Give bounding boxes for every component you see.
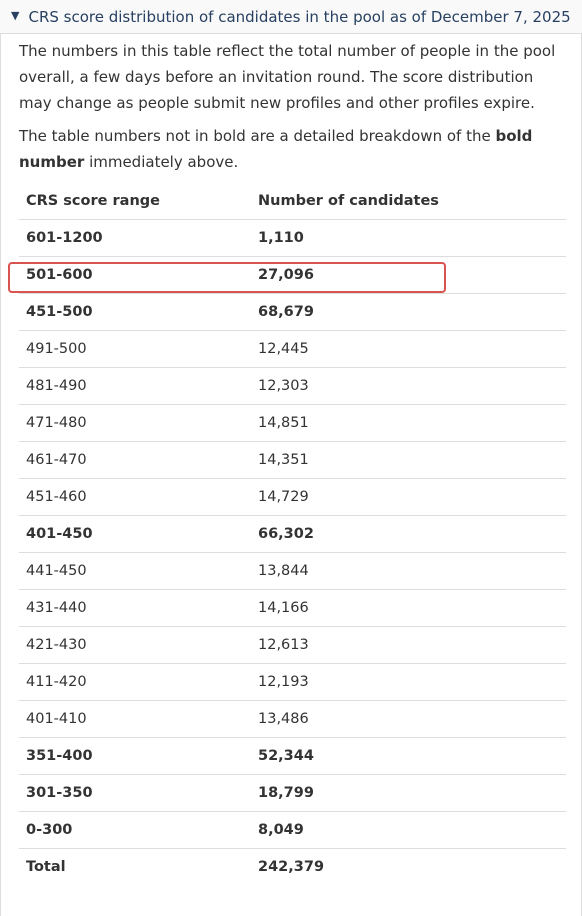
table-row: 451-500 68,679 (19, 293, 566, 331)
explanation-suffix: immediately above. (84, 153, 239, 171)
explanation-prefix: The table numbers not in bold are a deta… (19, 127, 496, 145)
table-row: 431-440 14,166 (19, 589, 566, 627)
table-row: 401-410 13,486 (19, 700, 566, 738)
table-row: Total 242,379 (19, 849, 566, 886)
candidate-count-cell: 66,302 (251, 515, 566, 553)
score-range-cell: 601-1200 (19, 219, 251, 257)
table-row: 461-470 14,351 (19, 441, 566, 479)
score-range-cell: Total (26, 859, 66, 875)
score-range-cell: 421-430 (19, 626, 251, 664)
candidate-count-cell: 12,445 (251, 330, 566, 368)
candidate-count-cell: 13,486 (251, 700, 566, 738)
candidate-count-cell: 12,303 (251, 367, 566, 405)
score-range-cell: 0-300 (19, 811, 251, 849)
table-row: 351-400 52,344 (19, 737, 566, 775)
explanation-bold: bold number (19, 127, 533, 171)
score-range-cell: 441-450 (19, 552, 251, 590)
table-row: 601-1200 1,110 (19, 219, 566, 257)
score-range-cell: 471-480 (19, 404, 251, 442)
candidate-count-cell: 8,049 (251, 811, 566, 849)
table-row: 401-450 66,302 (19, 515, 566, 553)
crs-score-table: CRS score range Number of candidates 601… (19, 183, 566, 885)
score-range-cell: 481-490 (19, 367, 251, 405)
details-summary-toggle[interactable]: ▼ CRS score distribution of candidates i… (0, 0, 582, 34)
score-range-cell: 451-500 (19, 293, 251, 331)
triangle-down-icon: ▼ (11, 9, 20, 22)
candidate-count-cell: 27,096 (251, 256, 566, 294)
details-panel: The numbers in this table reflect the to… (0, 34, 582, 916)
candidate-count-cell: 52,344 (251, 737, 566, 775)
table-row: 471-480 14,851 (19, 404, 566, 442)
header-candidate-count: Number of candidates (251, 183, 566, 220)
table-row: 0-300 8,049 (19, 811, 566, 849)
score-range-cell: 401-410 (19, 700, 251, 738)
table-row: 451-460 14,729 (19, 478, 566, 516)
table-header-row: CRS score range Number of candidates (19, 183, 566, 220)
candidate-count-cell: 14,851 (251, 404, 566, 442)
score-range-cell: 351-400 (19, 737, 251, 775)
table-row: 441-450 13,844 (19, 552, 566, 590)
score-range-cell: 501-600 (19, 256, 251, 294)
candidate-count-cell: 1,110 (251, 219, 566, 257)
score-range-cell: 491-500 (19, 330, 251, 368)
candidate-count-cell: 242,379 (258, 859, 325, 875)
candidate-count-cell: 13,844 (251, 552, 566, 590)
table-row: 491-500 12,445 (19, 330, 566, 368)
candidate-count-cell: 12,613 (251, 626, 566, 664)
score-range-cell: 411-420 (19, 663, 251, 701)
header-score-range: CRS score range (19, 183, 251, 220)
bold-explanation-paragraph: The table numbers not in bold are a deta… (19, 123, 564, 175)
table-row: 481-490 12,303 (19, 367, 566, 405)
candidate-count-cell: 14,729 (251, 478, 566, 516)
table-body: 601-1200 1,110 501-600 27,096 451-500 68,679 4… (19, 219, 566, 886)
score-range-cell: 461-470 (19, 441, 251, 479)
score-range-cell: 431-440 (19, 589, 251, 627)
table-row: 411-420 12,193 (19, 663, 566, 701)
score-range-cell: 451-460 (19, 478, 251, 516)
summary-title: CRS score distribution of candidates in … (28, 7, 571, 26)
score-range-cell: 301-350 (19, 774, 251, 812)
candidate-count-cell: 14,166 (251, 589, 566, 627)
candidate-count-cell: 12,193 (251, 663, 566, 701)
candidate-count-cell: 18,799 (251, 774, 566, 812)
candidate-count-cell: 68,679 (251, 293, 566, 331)
table-row: 421-430 12,613 (19, 626, 566, 664)
candidate-count-cell: 14,351 (251, 441, 566, 479)
table-row: 301-350 18,799 (19, 774, 566, 812)
table-row-highlighted: 501-600 27,096 (19, 256, 566, 294)
intro-paragraph: The numbers in this table reflect the to… (19, 42, 556, 112)
score-range-cell: 401-450 (19, 515, 251, 553)
